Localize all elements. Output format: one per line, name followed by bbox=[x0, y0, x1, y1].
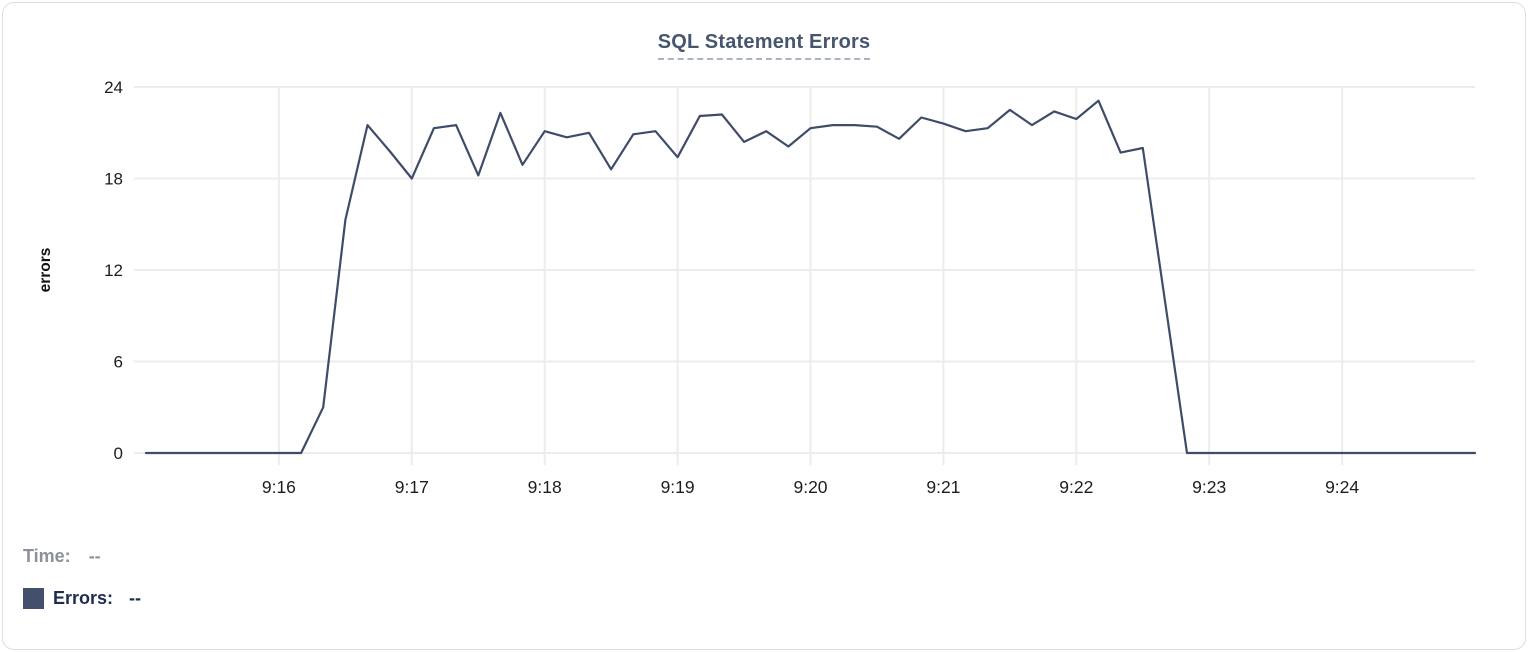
x-tick-label: 9:22 bbox=[1059, 477, 1093, 497]
errors-legend-swatch bbox=[23, 588, 44, 609]
x-tick-label: 9:16 bbox=[262, 477, 296, 497]
chart-title[interactable]: SQL Statement Errors bbox=[657, 31, 871, 60]
x-tick-label: 9:24 bbox=[1325, 477, 1359, 497]
time-readout-row: Time: -- bbox=[23, 545, 141, 568]
chart-title-row: SQL Statement Errors bbox=[3, 31, 1525, 60]
plot-hover-area[interactable] bbox=[146, 87, 1475, 453]
x-tick-label: 9:23 bbox=[1192, 477, 1226, 497]
hover-readout: Time: -- Errors: -- bbox=[23, 545, 141, 629]
x-tick-label: 9:20 bbox=[793, 477, 827, 497]
y-axis-label: errors bbox=[37, 248, 54, 293]
errors-readout-row: Errors: -- bbox=[23, 587, 141, 610]
x-tick-label: 9:18 bbox=[528, 477, 562, 497]
time-value: -- bbox=[88, 546, 101, 566]
x-tick-label: 9:21 bbox=[926, 477, 960, 497]
x-tick-label: 9:19 bbox=[661, 477, 695, 497]
errors-value: -- bbox=[129, 588, 142, 608]
y-tick-label: 18 bbox=[104, 170, 123, 189]
y-tick-label: 12 bbox=[104, 261, 123, 280]
y-tick-label: 24 bbox=[104, 78, 123, 97]
y-tick-label: 6 bbox=[114, 353, 123, 372]
errors-label: Errors: bbox=[53, 588, 114, 608]
time-label: Time: bbox=[23, 546, 71, 566]
x-tick-label: 9:17 bbox=[395, 477, 429, 497]
line-chart: 0 6 12 18 24 9:16 9:17 9:18 9:19 9:20 9:21 9:22 9:23… bbox=[37, 78, 1477, 497]
errors-series-line bbox=[144, 99, 1477, 455]
y-tick-label: 0 bbox=[114, 444, 123, 463]
